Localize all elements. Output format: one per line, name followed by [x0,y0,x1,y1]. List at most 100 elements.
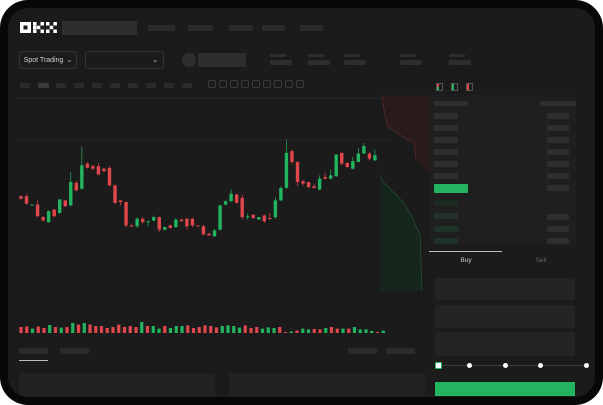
volume-bar [243,325,247,333]
trade-tab-underline [429,251,502,252]
filter-button[interactable] [348,348,377,354]
slider-stop-25[interactable] [467,363,472,368]
settings-icon[interactable] [285,80,293,88]
candle-body [179,219,184,222]
volume-bar [370,331,374,333]
volume-bar [341,328,345,333]
orderbook-header-price [434,101,468,106]
candle-body [135,218,139,227]
candle-body [207,233,211,236]
market-type-dropdown[interactable]: Spot Trading ⌄ [19,51,77,69]
candle [356,147,361,162]
order-book [430,95,576,245]
timeframe-button[interactable] [110,83,120,88]
candle [367,151,372,161]
candle [80,146,84,190]
candle-body [334,154,338,177]
candle-body [301,181,305,184]
candle-body [328,175,333,179]
stat-value [400,60,422,65]
candle-body [306,182,311,188]
timeframe-button[interactable] [20,83,30,88]
volume-bar [59,327,63,333]
ruler-icon[interactable] [263,80,271,88]
filter-button[interactable] [386,348,415,354]
bid-amount [547,214,569,220]
volume-bar [122,327,127,333]
slider-stop-50[interactable] [503,363,508,368]
drawing-icon[interactable] [230,80,238,88]
volume-bar [260,328,265,333]
stat-label [400,54,416,57]
chevron-down-icon[interactable] [241,80,249,88]
timeframe-button[interactable] [38,83,49,88]
volume-bar [42,328,46,333]
indicator-icon[interactable] [208,80,216,88]
timeframe-button[interactable] [128,83,138,88]
tab-order-history[interactable] [60,348,89,354]
timeframe-button[interactable] [146,83,156,88]
chevron-down-icon: ⌄ [66,57,73,64]
stat-label [308,54,324,57]
candle [74,180,78,192]
tab-sell[interactable]: Sell [535,257,547,264]
candle-body [268,217,272,219]
candle [306,182,311,188]
nav-item[interactable] [262,25,285,31]
timeframe-button[interactable] [92,83,102,88]
volume-bar [105,328,109,333]
timeframe-button[interactable] [56,83,66,88]
orderbook-view-bids-icon[interactable] [451,83,458,91]
ask-amount [547,149,569,155]
camera-icon[interactable] [274,80,282,88]
line-icon[interactable] [252,80,260,88]
fullscreen-icon[interactable] [296,80,304,88]
orderbook-view-both-icon[interactable] [436,83,443,91]
tab-buy[interactable]: Buy [460,257,472,264]
pair-dropdown[interactable]: ⌄ [85,51,164,69]
total-input[interactable] [435,332,575,356]
candle [240,194,244,220]
buy-submit-button[interactable] [435,382,575,396]
timeframe-button[interactable] [74,83,84,88]
chevron-down-icon: ⌄ [152,57,158,64]
candle-body [234,194,239,203]
candle [69,172,73,207]
candle [301,179,305,186]
candle-body [273,200,278,218]
candle-body [367,153,372,159]
tab-open-orders[interactable] [19,348,48,354]
timeframe-button[interactable] [164,83,174,88]
candle-body [168,225,173,228]
volume-bar [329,327,334,333]
slider-stop-75[interactable] [538,363,543,368]
amount-slider[interactable] [438,365,588,366]
price-input[interactable] [435,278,575,300]
volume-bar [232,326,236,333]
candle [19,195,23,200]
ask-amount [547,125,569,131]
stat-value [449,60,471,65]
slider-handle[interactable] [435,362,442,369]
candle [290,149,294,165]
slider-stop-100[interactable] [584,363,589,368]
candle-body [30,204,34,206]
nav-item[interactable] [188,25,213,31]
volume-bar [381,330,385,333]
stat-label [449,54,465,57]
nav-item[interactable] [148,25,175,31]
volume-bar [53,327,58,333]
search-bar[interactable] [62,21,137,35]
candle-body [152,217,156,221]
nav-item[interactable] [229,25,253,31]
candlestick-chart[interactable] [15,95,390,335]
volume-bar [295,330,299,333]
stat-value [344,60,366,65]
amount-input[interactable] [435,305,575,328]
candle-body [140,218,145,223]
orderbook-view-asks-icon[interactable] [466,83,473,91]
timeframe-button[interactable] [182,83,192,88]
nav-item[interactable] [300,25,323,31]
candle-body [257,217,261,220]
chevron-down-icon[interactable] [219,80,227,88]
